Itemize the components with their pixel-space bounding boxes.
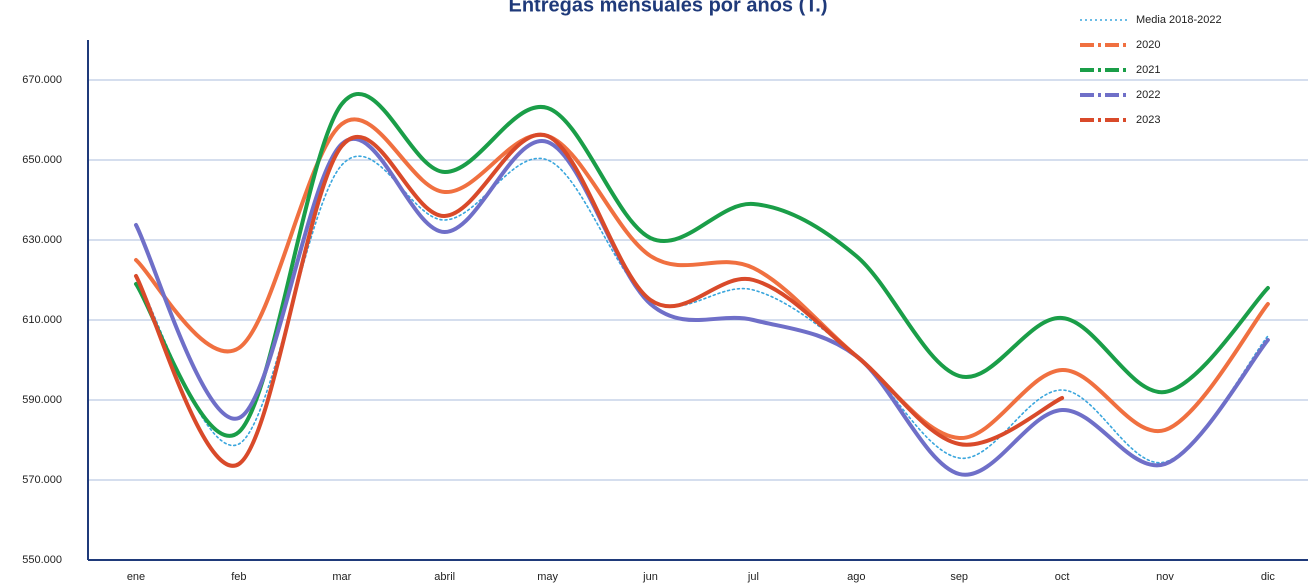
y-tick-label: 570.000 xyxy=(22,474,62,486)
chart-title: Entregas mensuales por años (T.) xyxy=(509,0,828,16)
y-tick-label: 670.000 xyxy=(22,74,62,86)
x-tick-label: nov xyxy=(1156,571,1174,583)
x-tick-label: feb xyxy=(231,571,246,583)
x-tick-label: mar xyxy=(332,571,351,583)
legend-label: 2022 xyxy=(1136,89,1160,101)
series-line xyxy=(134,136,1270,477)
legend-label: 2021 xyxy=(1136,64,1160,76)
x-tick-label: may xyxy=(537,571,558,583)
x-tick-label: jul xyxy=(747,571,759,583)
series-line xyxy=(134,117,1270,441)
y-tick-label: 610.000 xyxy=(22,314,62,326)
y-tick-label: 630.000 xyxy=(22,234,62,246)
x-tick-label: ago xyxy=(847,571,865,583)
series-line xyxy=(134,92,1270,438)
legend-label: 2020 xyxy=(1136,39,1160,51)
y-tick-label: 590.000 xyxy=(22,394,62,406)
x-tick-label: abril xyxy=(434,571,455,583)
x-tick-label: sep xyxy=(950,571,968,583)
y-tick-label: 650.000 xyxy=(22,154,62,166)
y-tick-label: 550.000 xyxy=(22,554,62,566)
legend-label: Media 2018-2022 xyxy=(1136,14,1222,26)
x-tick-label: dic xyxy=(1261,571,1276,583)
x-tick-label: ene xyxy=(127,571,145,583)
x-tick-label: jun xyxy=(642,571,658,583)
legend-label: 2023 xyxy=(1136,114,1160,126)
x-tick-label: oct xyxy=(1055,571,1070,583)
series-line xyxy=(134,132,1065,468)
